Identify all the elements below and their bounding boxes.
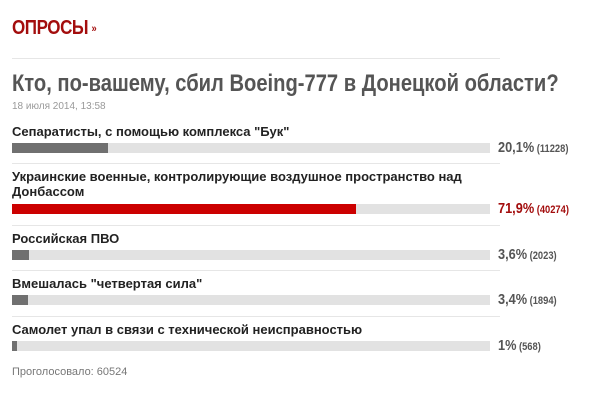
polls-header-link[interactable]: ОПРОСЫ» [12,17,97,40]
result-bar-fill [12,204,356,214]
divider [12,58,500,59]
poll-option: Вмешалась "четвертая сила" 3,4% (1894) [12,276,602,308]
double-chevron-icon: » [91,22,97,35]
option-label: Самолет упал в связи с технической неисп… [12,322,363,337]
option-percent: 1% [498,337,517,354]
poll-date: 18 июля 2014, 13:58 [12,101,106,112]
option-percent: 3,6% [498,246,528,263]
polls-title: ОПРОСЫ [12,17,89,39]
option-label: Вмешалась "четвертая сила" [12,276,203,291]
option-percent: 20,1% [498,139,535,156]
result-bar [12,341,490,351]
total-votes: Проголосовало: 60524 [12,366,128,378]
divider [12,270,500,271]
option-result: 3,6% (2023) [498,246,557,263]
option-count: (2023) [529,250,557,262]
result-bar [12,250,490,260]
result-bar-fill [12,250,30,260]
option-label: Сепаратисты, с помощью комплекса "Бук" [12,124,290,139]
poll-question: Кто, по-вашему, сбил Boeing-777 в Донецк… [12,70,559,97]
result-bar-fill [12,295,29,305]
result-bar-fill [12,143,109,153]
result-bar [12,143,490,153]
option-count: (11228) [536,143,569,155]
option-label: Украинские военные, контролирующие возду… [12,169,462,199]
option-count: (40274) [536,204,569,216]
option-percent: 3,4% [498,291,528,308]
poll-option: Самолет упал в связи с технической неисп… [12,322,602,354]
option-result: 3,4% (1894) [498,291,557,308]
option-label: Российская ПВО [12,231,120,246]
option-result: 71,9% (40274) [498,200,569,217]
option-result: 1% (568) [498,337,541,354]
divider [12,225,500,226]
result-bar [12,204,490,214]
option-count: (568) [518,341,541,353]
option-count: (1894) [529,295,557,307]
poll-option: Сепаратисты, с помощью комплекса "Бук" 2… [12,124,602,164]
poll-option: Украинские военные, контролирующие возду… [12,169,602,217]
option-percent: 71,9% [498,200,535,217]
poll-option: Российская ПВО 3,6% (2023) [12,231,602,263]
result-bar-fill [12,341,17,351]
divider [12,316,500,317]
option-result: 20,1% (11228) [498,139,568,156]
result-bar [12,295,490,305]
divider [12,163,500,164]
